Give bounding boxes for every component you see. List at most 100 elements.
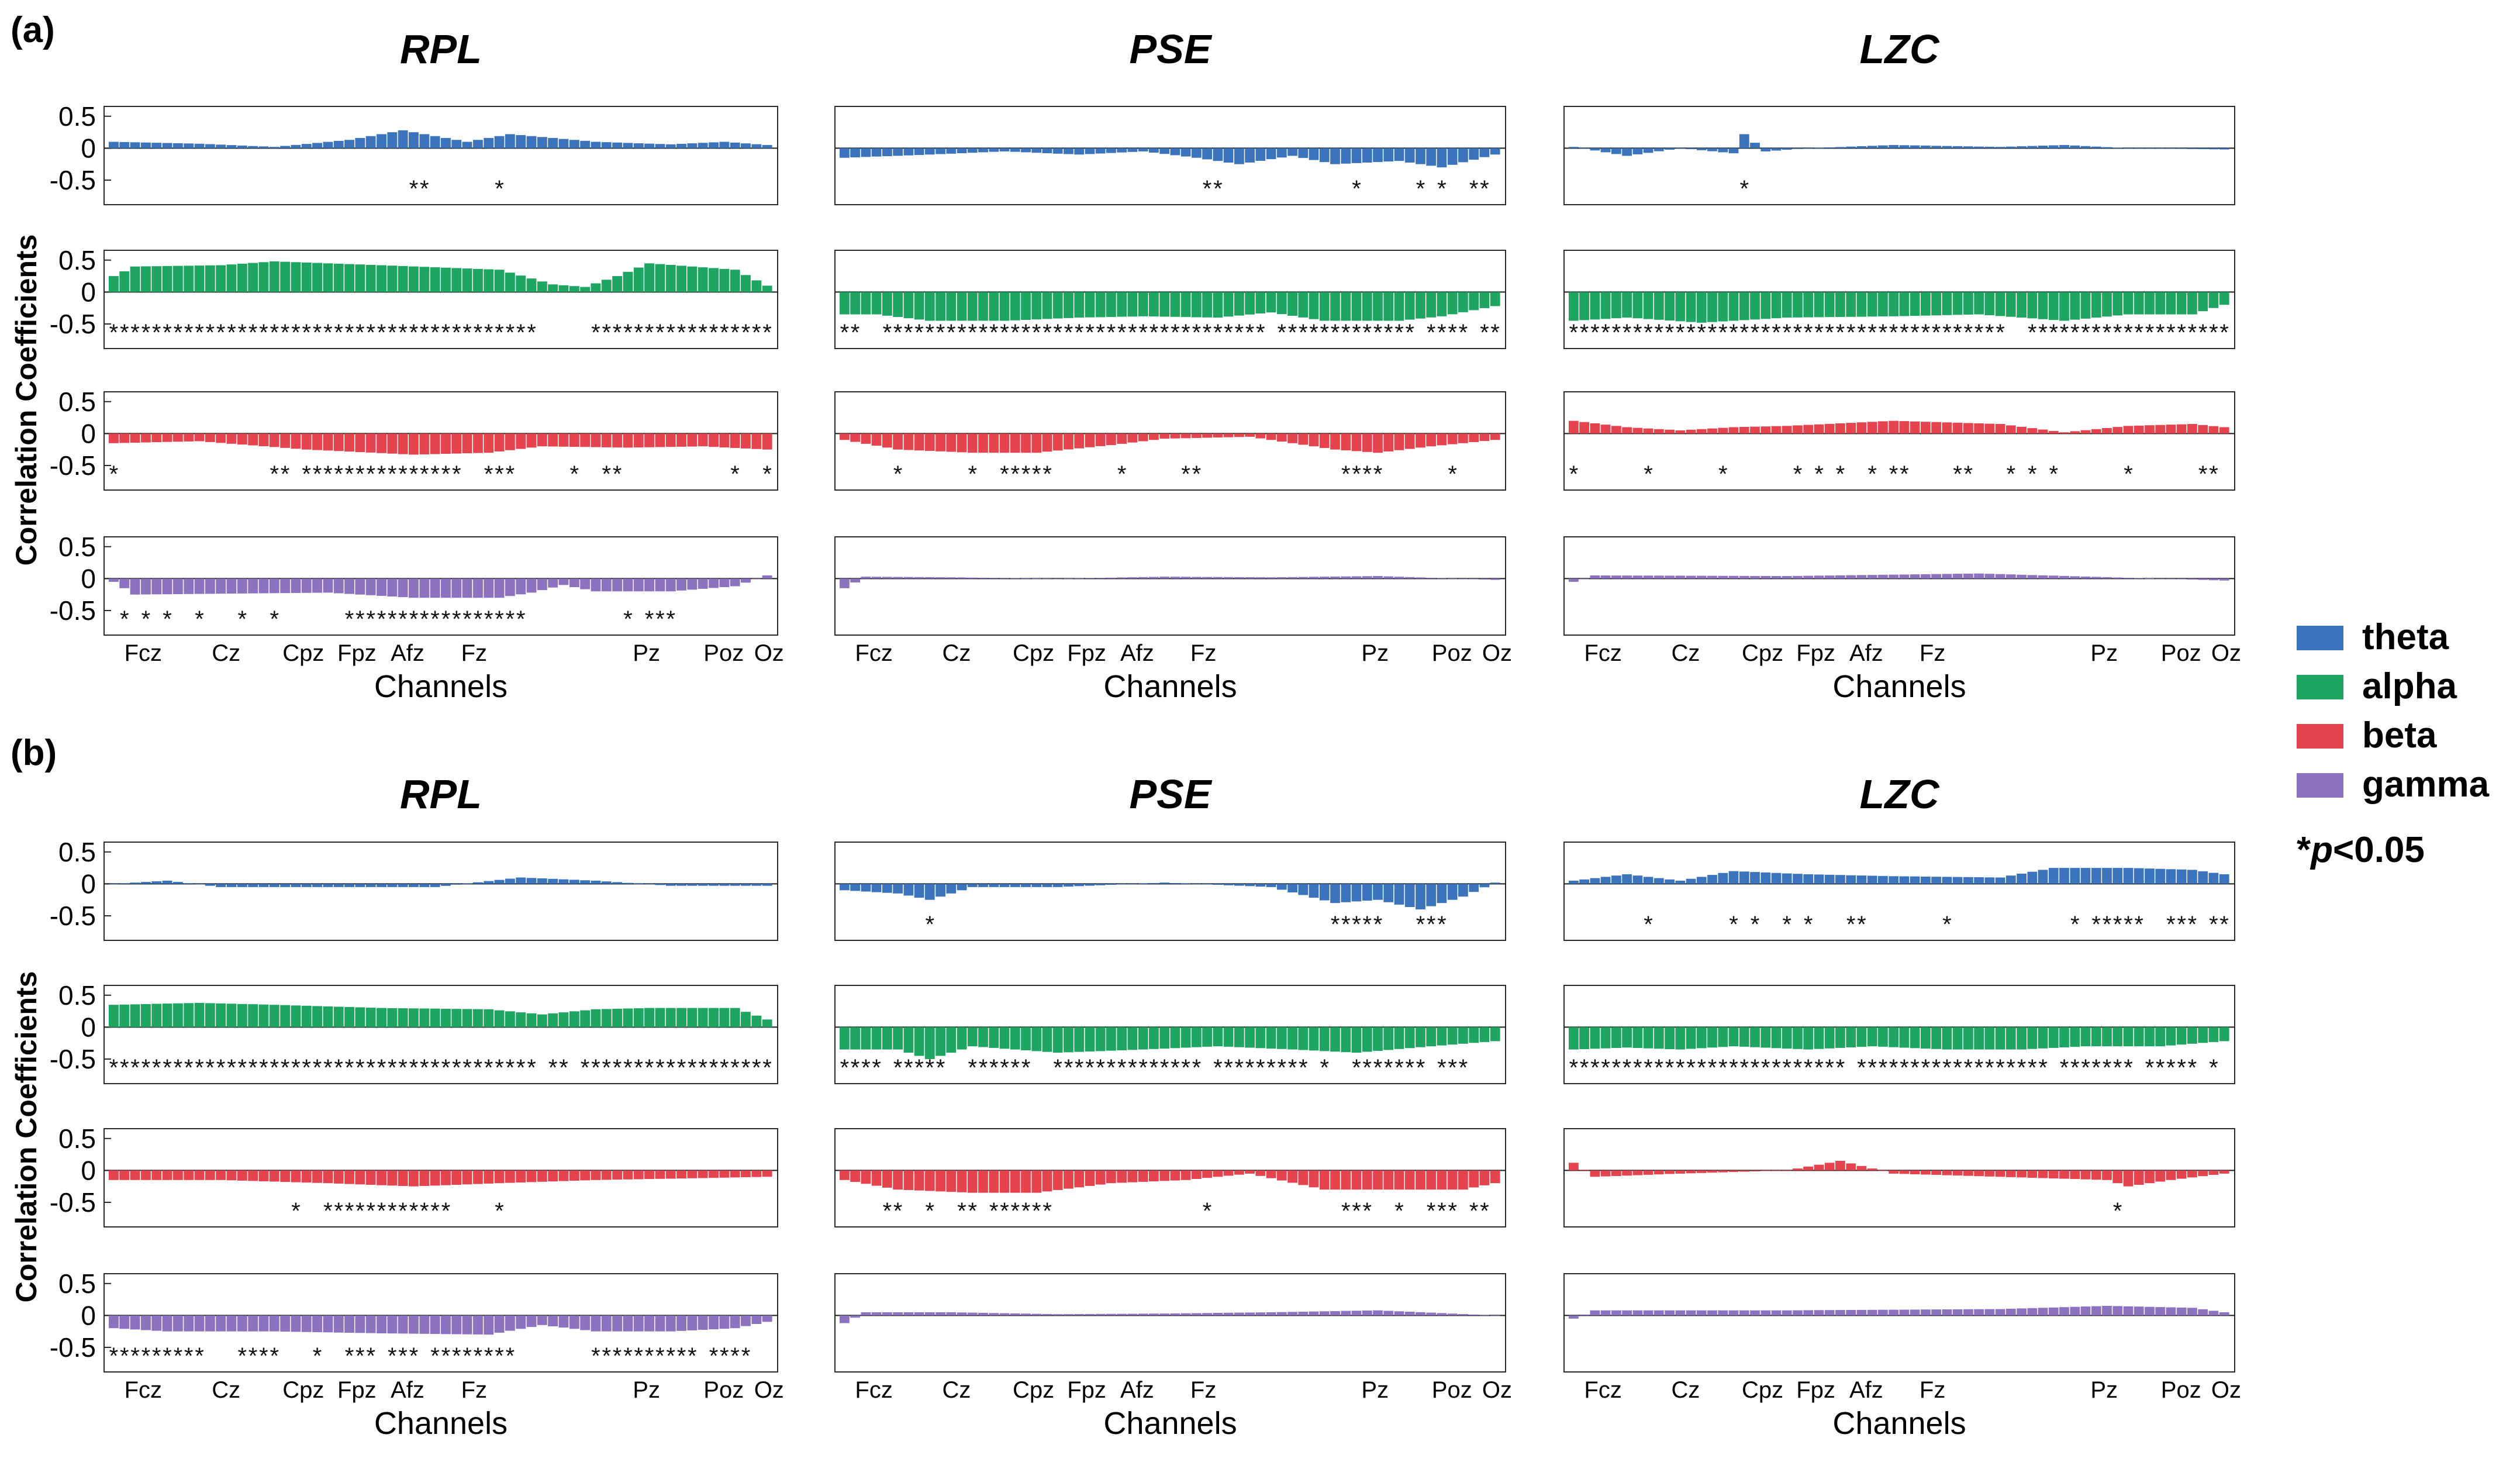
bar-gamma [2155,578,2166,580]
bar-beta [698,433,708,447]
bar-theta [1707,148,1717,151]
bar-alpha [216,1003,226,1027]
significance-star: * [762,1055,772,1081]
bar-gamma [205,1315,215,1332]
significance-star: * [1171,320,1180,346]
bar-gamma [1064,578,1073,580]
bar-gamma [1373,1310,1383,1316]
bar-gamma [151,1315,162,1331]
significance-star: * [1437,320,1447,346]
significance-star: * [655,320,665,346]
bar-gamma [1750,1310,1760,1316]
bar-alpha [1696,1027,1707,1049]
bar-alpha [623,271,633,292]
significance-star: * [345,1055,354,1081]
bar-alpha [1835,1027,1845,1048]
bar-theta [2219,874,2229,884]
chart-title-lzc: LZC [1859,771,1940,817]
significance-star: * [1064,1055,1073,1081]
bar-theta [676,884,686,886]
significance-star: * [623,1343,633,1369]
bar-beta [1878,421,1888,434]
bar-alpha [1739,1027,1749,1047]
bar-alpha [1600,292,1611,319]
bar-theta [130,882,140,884]
significance-star: * [1590,1055,1600,1081]
bar-alpha [1416,292,1425,319]
bar-gamma [1995,574,2005,579]
significance-star: * [591,320,600,346]
bar-beta [1085,433,1095,447]
significance-star: * [840,1055,850,1081]
plot-frame [103,1128,778,1227]
bar-beta [1106,1170,1116,1184]
bar-beta [1696,1170,1707,1173]
x-tick-label-oz: Oz [754,640,784,666]
bar-beta [1298,433,1309,445]
bar-gamma [1622,575,1632,579]
bar-gamma [2112,1306,2123,1316]
bar-beta [451,433,462,454]
bar-alpha [2070,292,2080,320]
bar-gamma [365,578,376,595]
bar-beta [989,1170,999,1193]
bar-beta [1095,433,1106,446]
bar-alpha [1760,1027,1771,1048]
bar-beta [676,433,686,447]
bar-theta [216,144,226,149]
bar-theta [1878,875,1888,884]
significance-star: * [259,1343,268,1369]
bar-gamma [1021,1313,1031,1316]
bar-gamma [2112,577,2123,579]
significance-star: * [495,1198,504,1224]
bar-gamma [1469,1314,1479,1316]
bar-alpha [151,1004,162,1027]
bar-gamma [1202,1313,1212,1316]
bar-alpha [184,1003,194,1027]
significance-star: * [238,320,247,346]
bar-alpha [751,280,762,292]
bar-theta [1803,874,1814,884]
bar-theta [1782,873,1792,884]
bar-theta [741,143,751,149]
bar-beta [1867,422,1877,434]
bar-beta [1021,433,1031,453]
bar-gamma [2048,1307,2059,1316]
significance-star: * [559,1055,568,1081]
significance-star: * [366,320,375,346]
significance-star: * [291,1055,301,1081]
bar-gamma [1931,574,1941,579]
bar-gamma [1653,575,1664,579]
significance-star: * [1448,320,1457,346]
bar-theta [709,142,719,149]
y-tick-label: 0 [81,868,96,899]
bar-beta [505,433,515,450]
bar-theta [1696,148,1707,150]
bar-theta [1159,882,1170,884]
bar-theta [989,884,999,887]
bar-gamma [2176,1307,2187,1316]
significance-star: * [2007,461,2016,487]
significance-star: * [1889,320,1898,346]
significance-star: * [238,1055,247,1081]
significance-star: * [109,1343,119,1369]
bar-theta [2080,868,2091,884]
bar-gamma [644,578,654,592]
significance-star: * [1181,320,1190,346]
significance-star: * [613,320,622,346]
bar-gamma [1458,1314,1468,1316]
x-tick-label-fpz: Fpz [1796,1377,1835,1403]
x-tick-label-fpz: Fpz [337,1377,377,1403]
bar-alpha [1632,292,1643,319]
bar-theta [751,144,762,149]
significance-star: * [420,461,429,487]
bar-theta [226,145,237,149]
significance-star: * [979,320,988,346]
significance-star: * [883,1198,892,1224]
bar-gamma [1665,1310,1675,1316]
bar-beta [248,1170,258,1181]
bar-alpha [312,263,322,292]
bar-gamma [1298,577,1309,579]
bar-gamma [258,578,269,594]
